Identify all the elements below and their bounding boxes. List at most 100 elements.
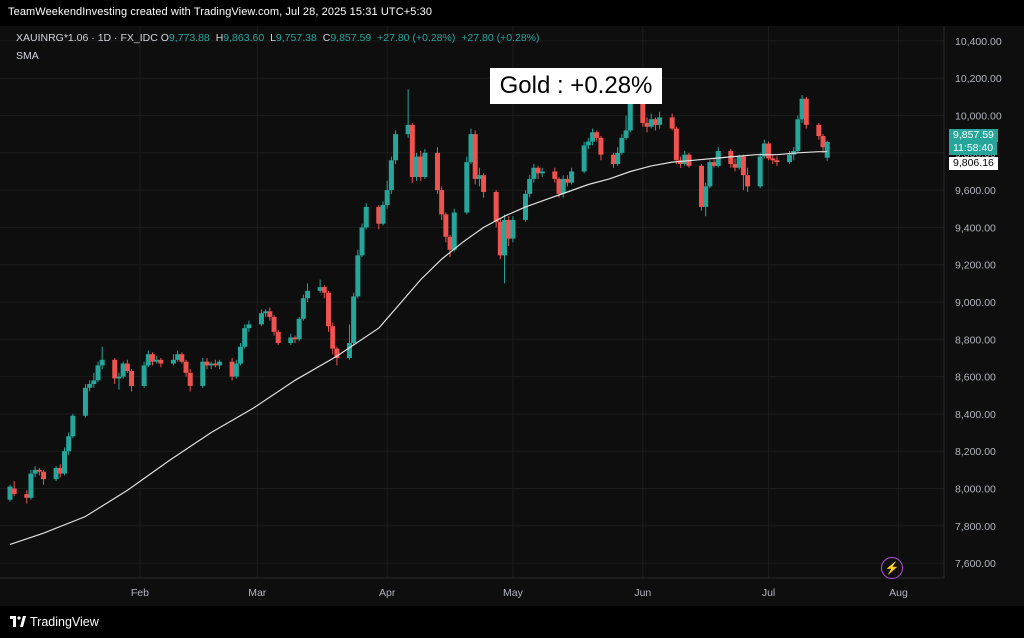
candle-body [355,255,361,297]
candle-body [317,287,323,291]
candle-body [124,363,130,371]
price-tick-label: 8,400.00 [955,409,996,421]
candle-body [669,117,675,129]
time-tick-label: Feb [131,587,149,599]
candle-body [552,171,558,179]
candle-body [774,160,780,163]
candle-body [380,205,386,224]
candle-body [28,473,34,498]
candle-body [476,175,482,179]
candle-body [527,178,533,194]
candle-body [657,117,663,125]
candle-body [305,290,311,299]
time-axis[interactable]: Feb Mar Apr May Jun Jul Aug [131,587,908,599]
candle-body [288,337,294,344]
lightning-bolt-icon[interactable]: ⚡ [881,557,903,579]
symbol-legend[interactable]: XAUINRG*1.06 · 1D · FX_IDC O9,773.88 H9,… [16,32,543,44]
candle-body [36,469,42,472]
time-tick-label: Apr [379,587,396,599]
candle-body [229,361,235,377]
candle-body [116,376,122,379]
candle-body [11,488,17,495]
candle-body [443,214,449,237]
candle-body [816,124,822,137]
bar-countdown-tag: 11:58:40 [949,142,998,155]
candle-body [799,98,805,120]
candle-body [95,365,101,381]
candle-body [594,132,600,138]
candle-body [820,136,826,148]
sma-value-tag: 9,806.16 [949,157,998,170]
candle-body [678,160,684,164]
candle-body [376,206,382,224]
candle-body [502,219,508,256]
candle-body [535,167,541,174]
candle-body [300,298,306,319]
candle-body [590,132,596,142]
candle-body [711,162,717,166]
candle-body [330,326,336,349]
candle-body [414,156,420,178]
candle-body [7,486,13,500]
candle-body [640,93,646,123]
candle-body [564,178,570,183]
candle-body [242,328,248,347]
price-tick-label: 7,600.00 [955,558,996,570]
change-value-secondary: +27.80 (+0.28%) [461,32,540,44]
candle-body [363,206,369,228]
candle-body [610,154,616,164]
candle-body [145,354,151,366]
candle-body [238,346,243,364]
candle-body [405,124,411,135]
candle-body [703,186,709,207]
candle-body [506,219,512,239]
price-tick-label: 10,000.00 [955,111,1002,123]
candle-body [170,359,176,364]
price-axis[interactable]: 10,400.0010,200.0010,000.009,800.009,600… [955,36,1002,570]
candle-body [99,359,105,366]
candle-body [682,154,688,164]
candle-body [531,167,537,179]
sma-line [9,151,828,545]
candle-body [699,165,704,207]
candle-body [434,152,440,191]
price-tick-label: 9,000.00 [955,297,996,309]
candle-body [129,371,135,386]
grid-lines [0,26,944,578]
open-value: 9,773.88 [168,32,210,44]
candle-body [149,354,155,362]
candle-body [208,363,214,366]
candles [7,89,830,504]
candle-body [66,436,72,452]
high-label: H [215,32,224,44]
candle-body [761,143,767,157]
candle-body [175,354,181,360]
candle-body [87,384,93,388]
tradingview-logo-icon [10,616,26,627]
candle-body [351,296,357,344]
time-tick-label: Mar [248,587,267,599]
candle-body [598,137,604,155]
tradingview-brand[interactable]: TradingView [10,615,99,629]
candle-body [732,164,738,168]
chart-annotation[interactable]: Gold : +0.28% [490,68,662,104]
candle-body [770,158,776,161]
candle-body [510,219,516,239]
candle-body [271,316,277,332]
price-tick-label: 8,600.00 [955,372,996,384]
candle-body [803,98,809,125]
candle-body [824,141,830,158]
price-tick-label: 7,800.00 [955,521,996,533]
symbol-info[interactable]: XAUINRG*1.06 · 1D · FX_IDC [16,32,158,44]
candle-body [53,467,59,480]
time-tick-label: May [503,587,524,599]
last-price-tag: 9,857.59 [949,129,998,142]
price-tick-label: 8,800.00 [955,334,996,346]
low-label: L [270,32,276,44]
sma-indicator-label[interactable]: SMA [16,50,39,62]
candle-body [183,361,189,373]
candle-body [204,361,210,366]
candle-body [481,175,487,192]
high-value: 9,863.60 [223,32,265,44]
candle-body [493,191,499,222]
